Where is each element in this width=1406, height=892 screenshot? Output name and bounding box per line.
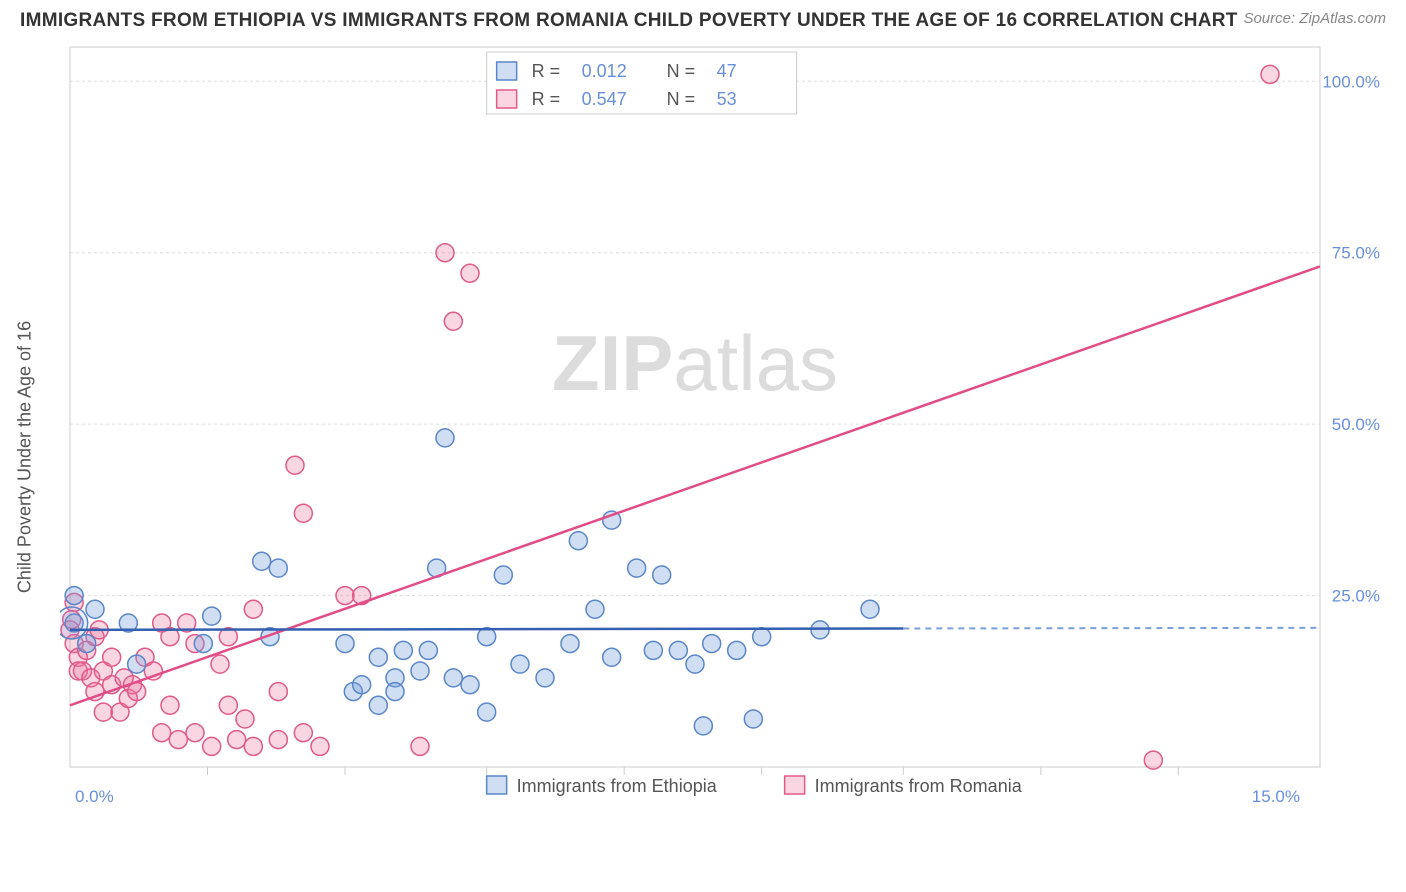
data-point-romania	[103, 648, 121, 666]
y-tick-label: 100.0%	[1322, 72, 1380, 91]
data-point-ethiopia	[653, 566, 671, 584]
data-point-ethiopia	[703, 635, 721, 653]
watermark: ZIPatlas	[552, 319, 838, 407]
x-tick-label: 0.0%	[75, 787, 114, 806]
data-point-romania	[444, 312, 462, 330]
data-point-ethiopia	[569, 532, 587, 550]
data-point-romania	[1144, 751, 1162, 769]
data-point-ethiopia	[753, 628, 771, 646]
data-point-romania	[228, 731, 246, 749]
data-point-romania	[286, 456, 304, 474]
legend-swatch	[487, 776, 507, 794]
data-point-romania	[411, 737, 429, 755]
data-point-ethiopia	[86, 600, 104, 618]
legend-n-value: 53	[717, 89, 737, 109]
data-point-romania	[236, 710, 254, 728]
data-point-ethiopia	[419, 641, 437, 659]
correlation-scatter-chart: 25.0% 50.0% 75.0% 100.0% 0.0% 15.0% ZIPatlas R …	[60, 37, 1400, 877]
legend-n-value: 47	[717, 61, 737, 81]
data-point-ethiopia	[644, 641, 662, 659]
data-point-ethiopia	[394, 641, 412, 659]
data-point-ethiopia	[744, 710, 762, 728]
data-point-ethiopia	[669, 641, 687, 659]
legend-n-label: N =	[667, 89, 696, 109]
data-point-ethiopia	[203, 607, 221, 625]
data-point-ethiopia	[269, 559, 287, 577]
data-point-ethiopia	[561, 635, 579, 653]
data-point-romania	[1261, 65, 1279, 83]
data-point-romania	[294, 724, 312, 742]
data-point-romania	[161, 696, 179, 714]
legend-swatch	[497, 90, 517, 108]
data-point-ethiopia	[511, 655, 529, 673]
data-point-ethiopia	[478, 703, 496, 721]
data-point-ethiopia	[728, 641, 746, 659]
data-point-ethiopia	[603, 648, 621, 666]
legend-swatch	[497, 62, 517, 80]
data-point-ethiopia	[436, 429, 454, 447]
data-point-ethiopia	[694, 717, 712, 735]
data-point-romania	[294, 504, 312, 522]
trendline-ethiopia	[70, 628, 903, 629]
y-tick-label: 25.0%	[1332, 587, 1380, 606]
data-point-ethiopia	[536, 669, 554, 687]
legend-series-label: Immigrants from Ethiopia	[517, 776, 718, 796]
chart-title: IMMIGRANTS FROM ETHIOPIA VS IMMIGRANTS F…	[20, 10, 1238, 32]
source-attribution: Source: ZipAtlas.com	[1243, 10, 1386, 27]
y-tick-label: 75.0%	[1332, 244, 1380, 263]
data-point-romania	[311, 737, 329, 755]
data-point-romania	[219, 696, 237, 714]
data-point-ethiopia	[128, 655, 146, 673]
legend-series-label: Immigrants from Romania	[815, 776, 1023, 796]
legend-n-label: N =	[667, 61, 696, 81]
data-point-romania	[336, 587, 354, 605]
data-point-romania	[94, 703, 112, 721]
data-point-romania	[203, 737, 221, 755]
data-point-ethiopia	[336, 635, 354, 653]
y-tick-label: 50.0%	[1332, 415, 1380, 434]
trendline-ethiopia-extrapolated	[903, 628, 1320, 629]
data-point-romania	[153, 724, 171, 742]
legend-swatch	[785, 776, 805, 794]
data-point-ethiopia	[494, 566, 512, 584]
data-point-ethiopia	[411, 662, 429, 680]
data-point-romania	[269, 683, 287, 701]
data-point-romania	[186, 724, 204, 742]
data-point-ethiopia	[194, 635, 212, 653]
data-point-ethiopia	[586, 600, 604, 618]
data-point-romania	[169, 731, 187, 749]
data-point-ethiopia	[253, 552, 271, 570]
data-point-ethiopia	[628, 559, 646, 577]
legend-r-label: R =	[532, 61, 561, 81]
data-point-romania	[436, 244, 454, 262]
data-point-ethiopia	[353, 676, 371, 694]
data-point-ethiopia	[461, 676, 479, 694]
y-axis-label: Child Poverty Under the Age of 16	[15, 321, 36, 593]
data-point-ethiopia	[369, 648, 387, 666]
data-point-romania	[269, 731, 287, 749]
data-point-ethiopia	[369, 696, 387, 714]
data-point-romania	[461, 264, 479, 282]
data-point-ethiopia	[861, 600, 879, 618]
data-point-ethiopia	[386, 683, 404, 701]
legend-r-label: R =	[532, 89, 561, 109]
data-point-romania	[244, 737, 262, 755]
legend-r-value: 0.547	[582, 89, 627, 109]
legend-r-value: 0.012	[582, 61, 627, 81]
data-point-ethiopia	[444, 669, 462, 687]
data-point-romania	[244, 600, 262, 618]
data-point-ethiopia	[686, 655, 704, 673]
data-point-ethiopia	[60, 607, 88, 639]
data-point-romania	[211, 655, 229, 673]
x-tick-label: 15.0%	[1252, 787, 1300, 806]
data-point-ethiopia	[65, 587, 83, 605]
